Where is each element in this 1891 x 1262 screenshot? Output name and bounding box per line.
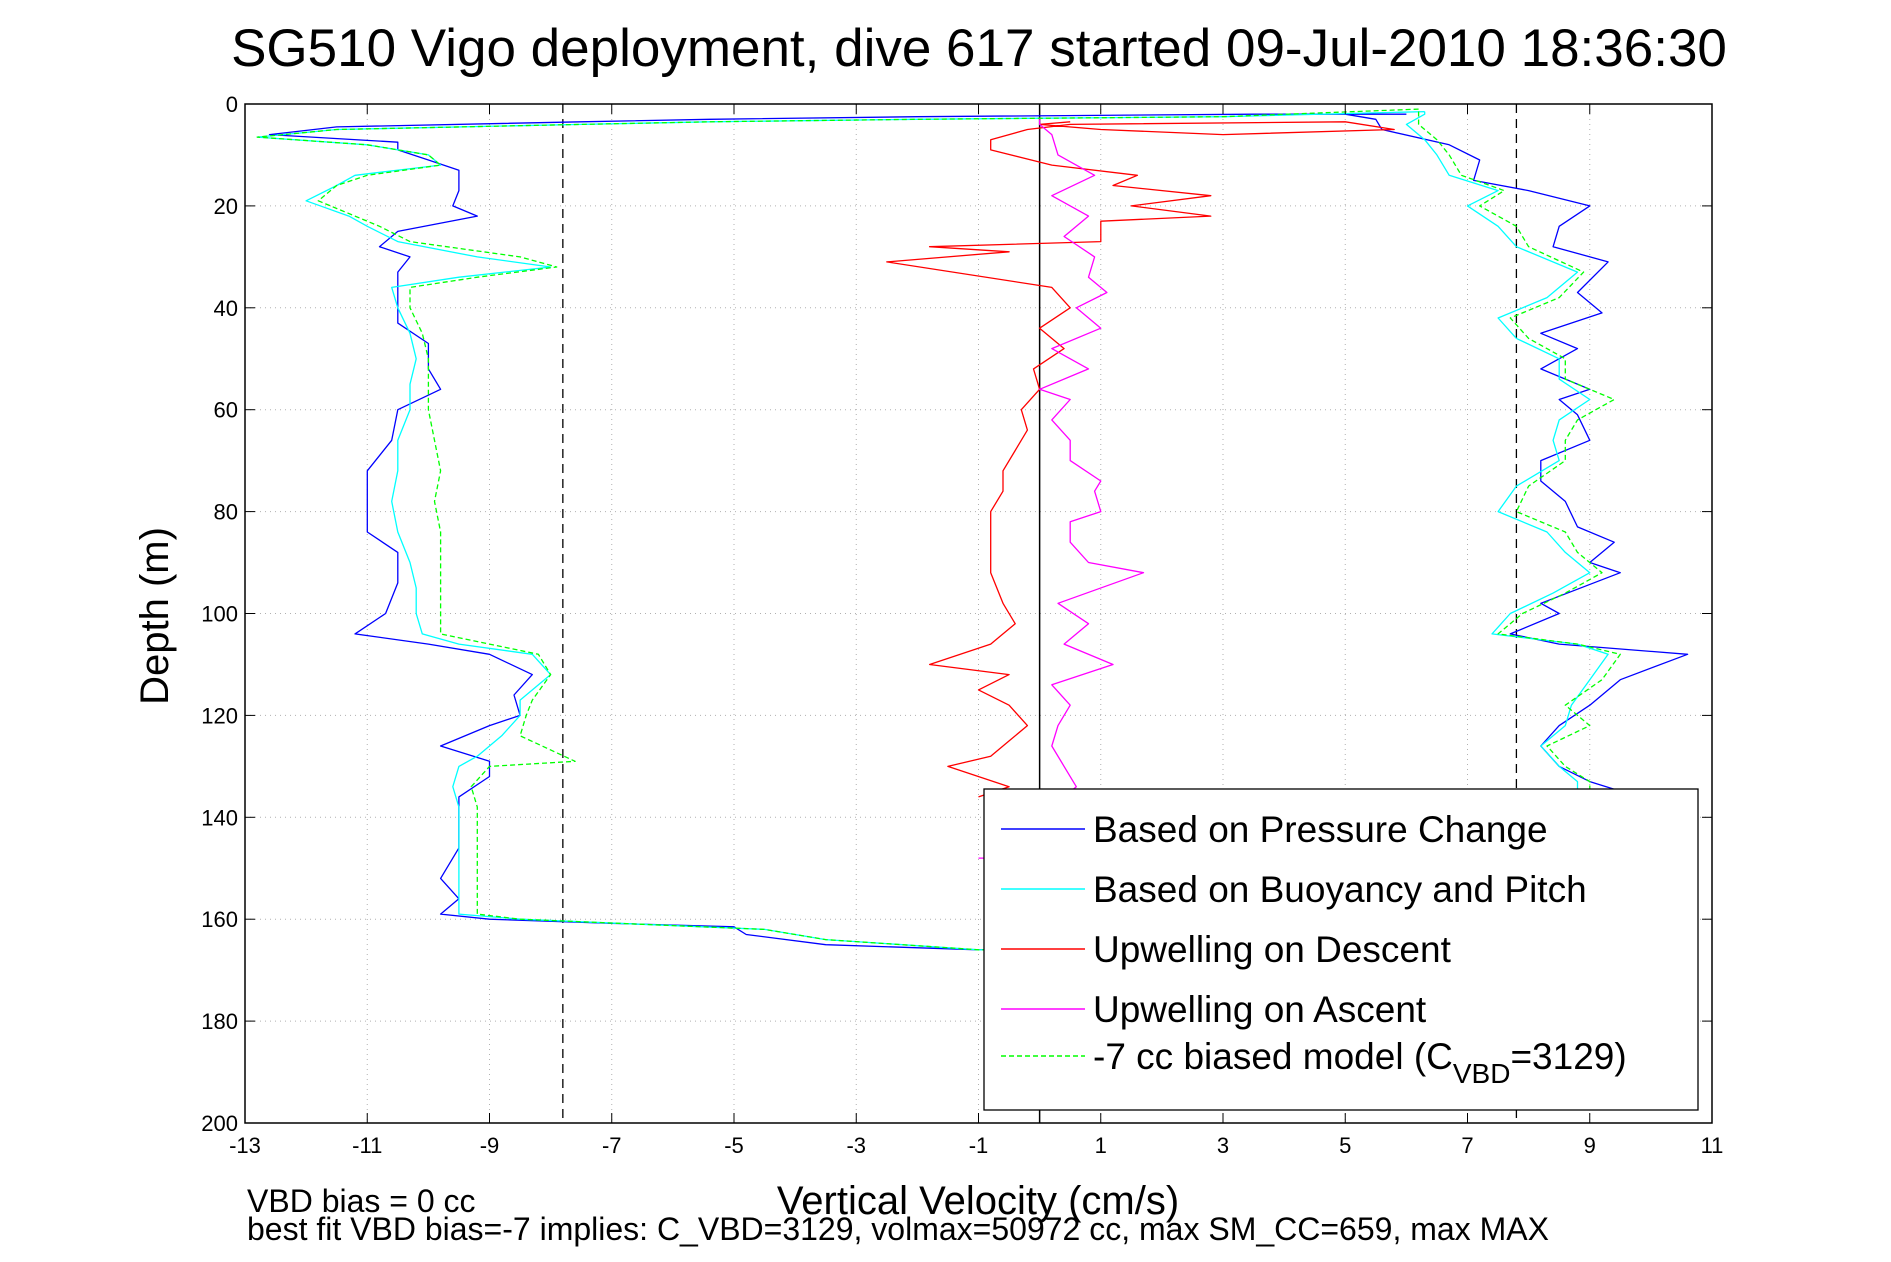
x-tick-label: 3 [1217, 1133, 1229, 1158]
y-tick-label: 160 [201, 907, 238, 932]
y-tick-label: 0 [226, 92, 238, 117]
x-tick-label: -7 [602, 1133, 622, 1158]
annotation-vbd-bias: VBD bias = 0 cc [247, 1183, 476, 1219]
legend-entry-label: Upwelling on Ascent [1093, 989, 1427, 1030]
x-tick-label: -11 [352, 1133, 382, 1158]
series-line-4 [256, 108, 1621, 951]
legend-entry-label: Based on Pressure Change [1093, 809, 1548, 850]
y-tick-label: 200 [201, 1111, 238, 1136]
chart-title: SG510 Vigo deployment, dive 617 started … [231, 19, 1727, 78]
x-tick-label: -13 [229, 1133, 261, 1158]
x-tick-label: -3 [846, 1133, 866, 1158]
y-tick-label: 180 [201, 1009, 238, 1034]
y-tick-label: 140 [201, 805, 238, 830]
ticks: -13 -11 -9 -7 -5 -3 -1 1 3 5 7 9 1102040608010012014… [201, 92, 1723, 1158]
series-layer [256, 108, 1689, 951]
series-line-3 [978, 119, 1145, 859]
y-tick-label: 80 [214, 500, 238, 525]
y-tick-label: 20 [214, 194, 238, 219]
x-tick-label: 11 [1701, 1133, 1724, 1158]
x-tick-label: 7 [1461, 1133, 1473, 1158]
legend-entry-label: -7 cc biased model (CVBD=3129) [1093, 1036, 1627, 1089]
x-axis-label: Vertical Velocity (cm/s) [777, 1179, 1179, 1223]
x-tick-label: -5 [724, 1133, 744, 1158]
x-tick-label: -1 [969, 1133, 989, 1158]
x-tick-label: 1 [1095, 1133, 1107, 1158]
y-tick-label: 100 [201, 602, 238, 627]
legend: Based on Pressure Change Based on Buoyanc… [983, 788, 1699, 1111]
legend-entry-label: Upwelling on Descent [1093, 929, 1452, 970]
legend-box [983, 788, 1699, 1111]
series-line-2 [886, 121, 1395, 798]
x-tick-label: 5 [1339, 1133, 1351, 1158]
y-axis-label: Depth (m) [133, 527, 177, 705]
y-tick-label: 120 [201, 703, 238, 728]
annotation-best-fit: best fit VBD bias=-7 implies: C_VBD=3129… [247, 1211, 1549, 1247]
legend-entry-label: Based on Buoyancy and Pitch [1093, 869, 1587, 910]
x-tick-label: 9 [1584, 1133, 1596, 1158]
x-tick-label: -9 [480, 1133, 500, 1158]
y-tick-label: 60 [214, 398, 238, 423]
y-tick-label: 40 [214, 296, 238, 321]
